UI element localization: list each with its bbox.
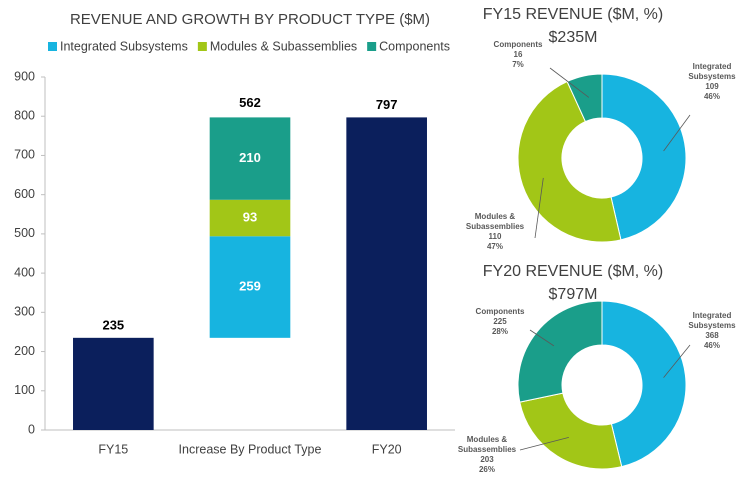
segment-label: 210 xyxy=(239,150,261,165)
leader-line xyxy=(549,67,590,98)
slice-name: Integrated Subsystems xyxy=(688,311,736,330)
slice-name: Components xyxy=(493,40,543,49)
chart-title: REVENUE AND GROWTH BY PRODUCT TYPE ($M) xyxy=(70,11,430,28)
slice-value: 368 xyxy=(705,331,719,340)
y-tick-label: 700 xyxy=(14,148,35,162)
slice-percent: 47% xyxy=(486,242,503,251)
legend-label: Components xyxy=(379,39,450,53)
slice-value: 225 xyxy=(493,317,507,326)
legend-swatch xyxy=(367,42,377,51)
leader-line xyxy=(519,436,569,451)
slice-percent: 46% xyxy=(703,341,720,350)
y-tick-label: 900 xyxy=(14,69,35,83)
donut-slice xyxy=(566,73,603,123)
y-tick-label: 0 xyxy=(28,422,35,436)
x-tick-label: FY15 xyxy=(98,442,128,456)
segment-label: 93 xyxy=(243,209,257,224)
slice-name: Modules & Subassemblies xyxy=(457,435,517,454)
slice-percent: 26% xyxy=(478,465,495,474)
slice-value: 110 xyxy=(488,232,502,241)
slice-label: Components 16 7% xyxy=(473,40,563,70)
y-tick-label: 600 xyxy=(14,187,35,201)
legend-swatch xyxy=(48,42,57,51)
leader-line xyxy=(663,344,691,378)
slice-value: 109 xyxy=(705,82,719,91)
chart-title: FY20 REVENUE ($M, %) xyxy=(483,263,663,280)
donut-slice xyxy=(601,73,687,241)
y-tick-label: 200 xyxy=(14,344,35,358)
slice-percent: 28% xyxy=(491,327,508,336)
leader-line xyxy=(529,329,555,347)
slice-name: Modules & Subassemblies xyxy=(465,212,525,231)
bar-label: 235 xyxy=(102,317,124,332)
bar-segment xyxy=(209,236,291,338)
y-tick-label: 100 xyxy=(14,383,35,397)
slice-value: 203 xyxy=(480,455,494,464)
bar-segment xyxy=(209,199,291,237)
legend-label: Integrated Subsystems xyxy=(60,39,188,53)
donut-slice xyxy=(517,300,603,403)
slice-label: Components 225 28% xyxy=(455,307,545,337)
y-tick-label: 500 xyxy=(14,226,35,240)
chart-subtitle: $235M xyxy=(549,29,598,46)
leader-line xyxy=(534,177,544,239)
legend-label: Modules & Subassemblies xyxy=(210,39,357,53)
bar xyxy=(346,117,427,430)
donut-slice xyxy=(519,392,623,470)
leader-line xyxy=(663,114,691,152)
slice-label: Modules & Subassemblies 110 47% xyxy=(450,212,540,252)
slice-label: Integrated Subsystems 368 46% xyxy=(667,311,753,351)
donut-slice xyxy=(601,300,687,468)
x-tick-label: FY20 xyxy=(372,442,402,456)
legend-swatch xyxy=(197,42,207,51)
bar xyxy=(73,337,154,430)
bar-segment xyxy=(209,117,291,200)
chart-subtitle: $797M xyxy=(549,286,598,303)
slice-name: Components xyxy=(475,307,525,316)
x-tick-label: Increase By Product Type xyxy=(179,442,322,456)
slice-value: 16 xyxy=(513,50,523,59)
y-tick-label: 400 xyxy=(14,265,35,279)
slice-label: Modules & Subassemblies 203 26% xyxy=(442,435,532,475)
donut-slice xyxy=(517,80,622,243)
slice-label: Integrated Subsystems 109 46% xyxy=(667,62,753,102)
stack-total-label: 562 xyxy=(239,95,261,110)
slice-percent: 7% xyxy=(512,60,524,69)
segment-label: 259 xyxy=(239,278,261,293)
y-tick-label: 800 xyxy=(14,109,35,123)
slice-name: Integrated Subsystems xyxy=(688,62,736,81)
bar-label: 797 xyxy=(376,97,398,112)
y-tick-label: 300 xyxy=(14,305,35,319)
slice-percent: 46% xyxy=(703,92,720,101)
chart-title: FY15 REVENUE ($M, %) xyxy=(483,6,663,23)
